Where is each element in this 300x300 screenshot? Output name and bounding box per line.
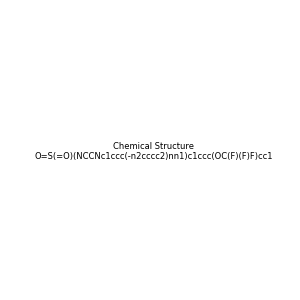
Text: Chemical Structure
O=S(=O)(NCCNc1ccc(-n2cccc2)nn1)c1ccc(OC(F)(F)F)cc1: Chemical Structure O=S(=O)(NCCNc1ccc(-n2…: [34, 142, 273, 161]
